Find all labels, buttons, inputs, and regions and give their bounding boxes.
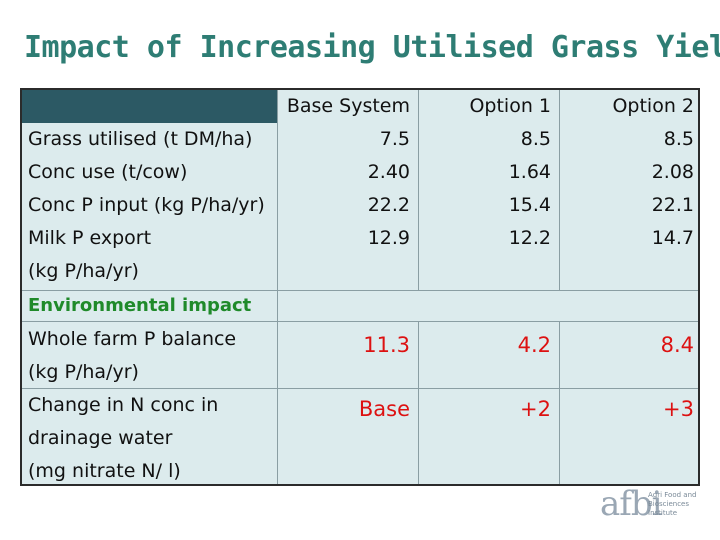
row-label-conc-p-input: Conc P input (kg P/ha/yr) bbox=[28, 194, 265, 216]
value-p-balance-option-2: 8.4 bbox=[660, 333, 694, 357]
row-label-milk-p-export-unit: (kg P/ha/yr) bbox=[28, 260, 139, 282]
value-milk-p-base: 12.9 bbox=[367, 227, 410, 249]
value-grass-option-2: 8.5 bbox=[663, 128, 694, 150]
header-corner-cell bbox=[22, 90, 277, 123]
value-conc-p-option-2: 22.1 bbox=[651, 194, 694, 216]
column-divider bbox=[418, 321, 419, 484]
logo-sub-line-1: Agri Food and bbox=[648, 491, 697, 499]
row-label-grass-utilised: Grass utilised (t DM/ha) bbox=[28, 128, 253, 150]
value-conc-use-option-1: 1.64 bbox=[508, 161, 551, 183]
column-header-option-2: Option 2 bbox=[612, 95, 694, 117]
row-label-n-change-line-2: drainage water bbox=[28, 427, 173, 449]
data-table: Base System Option 1 Option 2 Grass util… bbox=[20, 88, 700, 486]
row-label-n-change: Change in N conc in bbox=[28, 394, 219, 416]
value-n-change-option-2: +3 bbox=[663, 397, 694, 421]
row-divider bbox=[22, 321, 698, 322]
row-label-p-balance: Whole farm P balance bbox=[28, 328, 237, 350]
row-label-conc-use: Conc use (t/cow) bbox=[28, 161, 188, 183]
column-header-option-1: Option 1 bbox=[469, 95, 551, 117]
value-milk-p-option-1: 12.2 bbox=[508, 227, 551, 249]
value-p-balance-base: 11.3 bbox=[363, 333, 410, 357]
value-p-balance-option-1: 4.2 bbox=[517, 333, 551, 357]
afbi-logo-subtitle: Agri Food and Biosciences Institute bbox=[648, 491, 710, 518]
row-divider bbox=[22, 388, 698, 389]
value-conc-use-base: 2.40 bbox=[367, 161, 410, 183]
value-milk-p-option-2: 14.7 bbox=[651, 227, 694, 249]
value-conc-p-option-1: 15.4 bbox=[508, 194, 551, 216]
column-divider bbox=[559, 90, 560, 290]
column-divider bbox=[277, 90, 278, 484]
section-label-environmental-impact: Environmental impact bbox=[28, 295, 252, 316]
value-conc-p-base: 22.2 bbox=[367, 194, 410, 216]
value-n-change-base: Base bbox=[358, 397, 410, 421]
row-divider bbox=[22, 290, 698, 291]
afbi-logo: afbi bbox=[600, 484, 662, 524]
value-grass-base: 7.5 bbox=[379, 128, 410, 150]
row-label-p-balance-unit: (kg P/ha/yr) bbox=[28, 361, 139, 383]
value-grass-option-1: 8.5 bbox=[520, 128, 551, 150]
logo-sub-line-2: Biosciences Institute bbox=[648, 500, 690, 517]
value-conc-use-option-2: 2.08 bbox=[651, 161, 694, 183]
column-divider bbox=[559, 321, 560, 484]
row-label-milk-p-export: Milk P export bbox=[28, 227, 152, 249]
value-n-change-option-1: +2 bbox=[520, 397, 551, 421]
slide-title: Impact of Increasing Utilised Grass Yiel… bbox=[24, 30, 720, 65]
column-divider bbox=[418, 90, 419, 290]
row-label-n-change-unit: (mg nitrate N/ l) bbox=[28, 460, 181, 482]
column-header-base-system: Base System bbox=[286, 95, 410, 117]
